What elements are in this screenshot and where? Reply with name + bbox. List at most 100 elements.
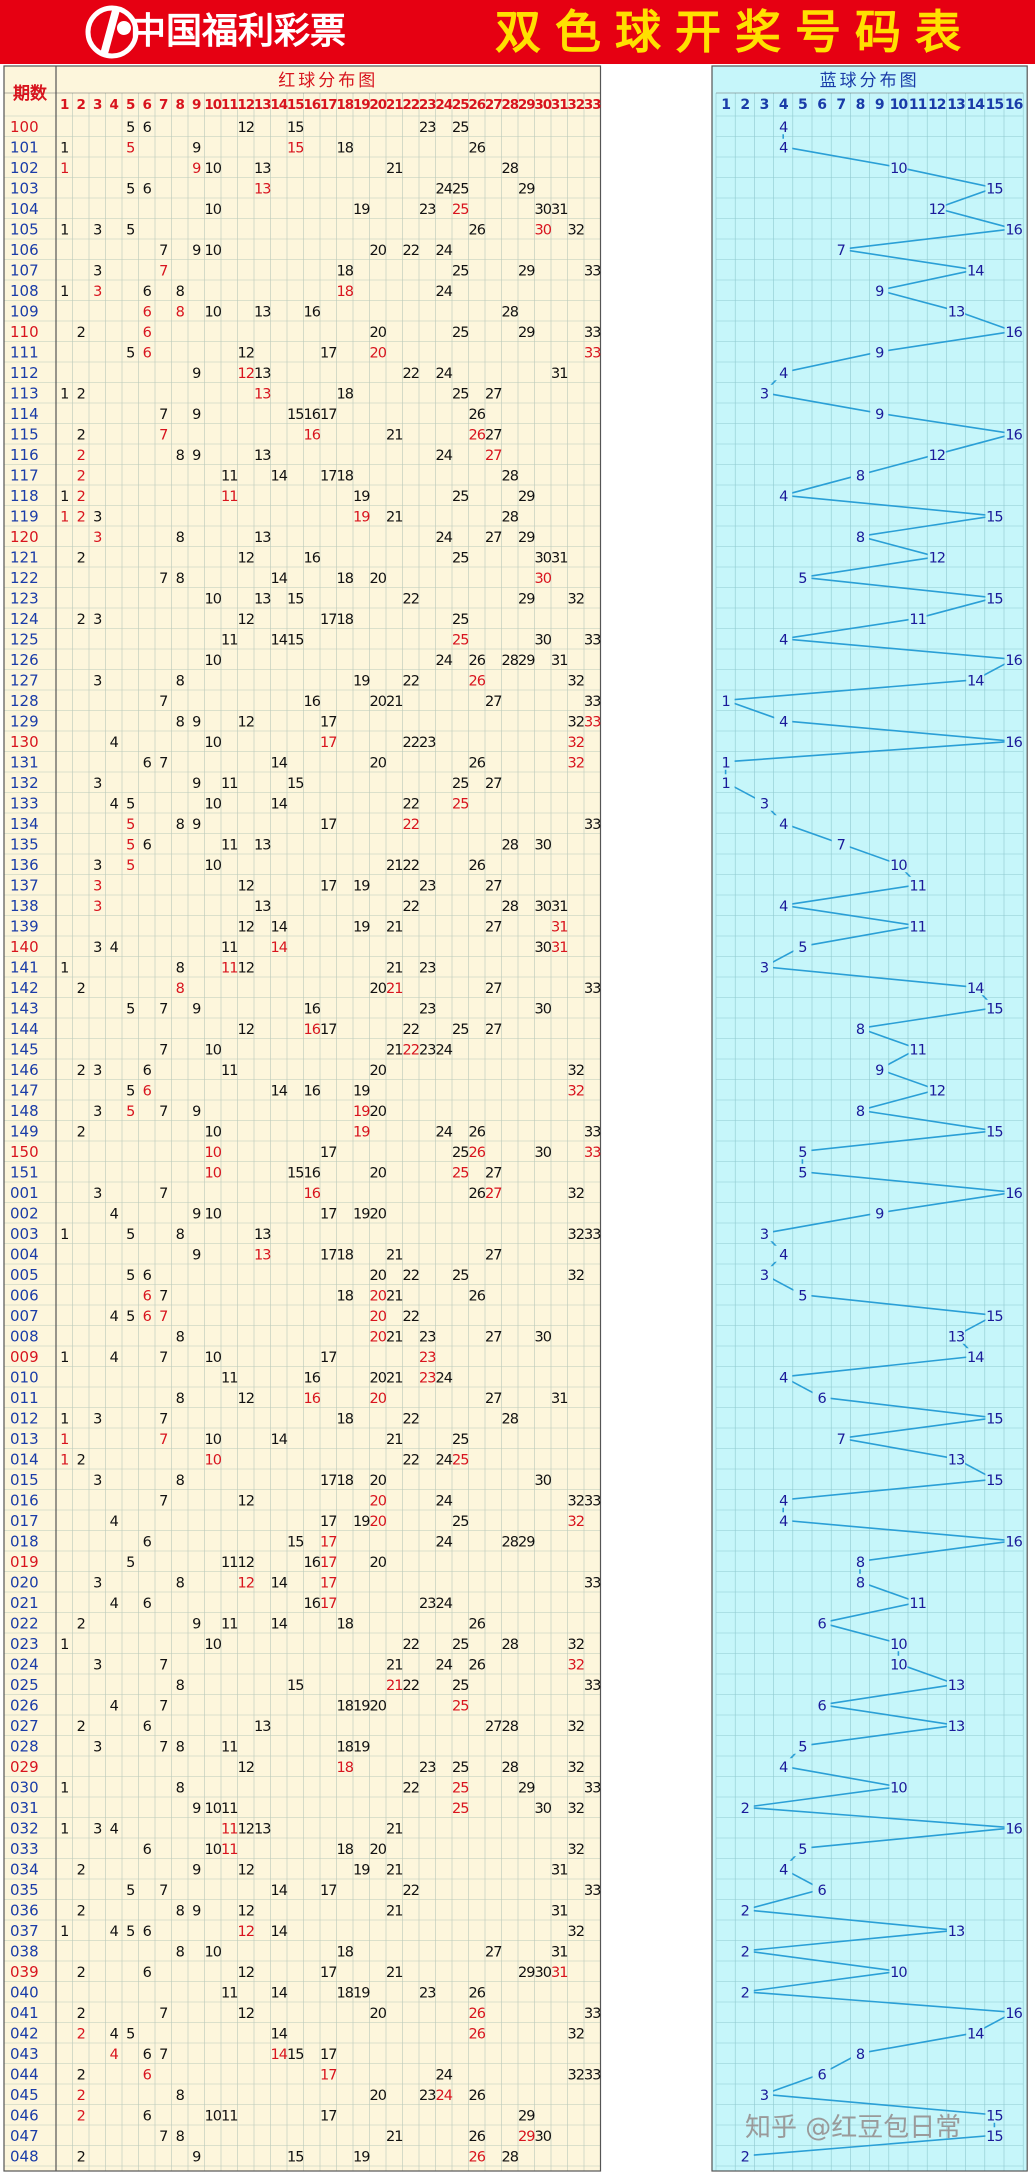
red-ball-number: 6 (143, 755, 152, 771)
red-ball-number: 27 (485, 1719, 501, 1735)
blue-ball-bg (755, 384, 773, 401)
red-ball-number: 6 (143, 1268, 152, 1284)
red-ball-number: 3 (93, 899, 102, 915)
blue-ball-number: 5 (798, 1842, 806, 1858)
red-ball-number: 18 (337, 1247, 354, 1263)
blue-ball-number: 15 (986, 1124, 1002, 1140)
red-ball-number: 12 (238, 1862, 254, 1878)
red-ball-number: 30 (535, 2129, 552, 2145)
red-ball-number: 33 (584, 2067, 601, 2083)
red-ball-number: 17 (320, 1555, 336, 1571)
red-ball-number: 13 (254, 1247, 271, 1263)
red-ball-number: 13 (254, 304, 271, 320)
red-ball-number: 3 (93, 1411, 102, 1427)
period-label: 038 (10, 1942, 39, 1960)
period-label: 151 (10, 1163, 39, 1181)
red-ball-number: 25 (452, 386, 468, 402)
red-ball-number: 18 (337, 1698, 354, 1714)
blue-ball-bg (774, 1512, 793, 1529)
red-ball-number: 17 (320, 612, 336, 628)
red-ball-number: 9 (192, 243, 201, 259)
red-column-header: 20 (369, 97, 386, 113)
blue-ball-number: 5 (798, 1145, 806, 1161)
red-ball-number: 21 (386, 1247, 402, 1263)
red-ball-number: 14 (271, 919, 288, 935)
red-ball-number: 6 (143, 1309, 152, 1325)
red-ball-number: 12 (238, 1022, 254, 1038)
period-label: 031 (10, 1799, 39, 1817)
red-ball-number: 7 (159, 427, 167, 443)
blue-ball-number: 8 (856, 2047, 865, 2063)
period-label: 028 (10, 1737, 39, 1755)
period-label: 122 (10, 569, 39, 587)
red-ball-number: 19 (353, 919, 370, 935)
blue-ball-number: 8 (856, 1104, 865, 1120)
blue-ball-bg (889, 1778, 908, 1795)
blue-ball-bg (908, 917, 927, 934)
blue-ball-bg (793, 1143, 812, 1160)
blue-ball-bg (985, 2127, 1004, 2144)
blue-column-header: 11 (909, 97, 927, 113)
red-ball-number: 32 (568, 735, 584, 751)
blue-ball-bg (774, 1245, 793, 1262)
red-ball-number: 21 (386, 1657, 402, 1673)
red-section-title: 红球分布图 (278, 71, 378, 91)
red-ball-number: 32 (568, 673, 584, 689)
period-label: 110 (10, 323, 39, 341)
red-ball-number: 23 (419, 1350, 436, 1366)
blue-ball-bg (774, 712, 793, 729)
blue-column-header: 3 (760, 97, 769, 113)
red-ball-number: 25 (452, 550, 468, 566)
red-ball-number: 10 (205, 1452, 222, 1468)
blue-ball-bg (774, 1860, 793, 1877)
red-ball-number: 7 (159, 1657, 167, 1673)
red-ball-number: 17 (320, 1206, 336, 1222)
red-column-header: 32 (567, 97, 584, 113)
period-label: 128 (10, 692, 39, 710)
red-ball-number: 22 (403, 1637, 419, 1653)
blue-ball-bg (755, 958, 773, 975)
red-ball-number: 17 (320, 1473, 336, 1489)
red-ball-number: 32 (568, 1842, 584, 1858)
red-ball-number: 24 (436, 653, 453, 669)
red-ball-number: 12 (238, 120, 254, 136)
blue-ball-bg (927, 446, 946, 463)
blue-ball-number: 3 (760, 1268, 769, 1284)
red-ball-number: 16 (304, 1186, 321, 1202)
period-label: 125 (10, 630, 39, 648)
red-ball-number: 29 (518, 653, 535, 669)
red-ball-number: 4 (110, 940, 119, 956)
red-ball-number: 24 (436, 2088, 453, 2104)
red-ball-number: 2 (77, 1862, 85, 1878)
red-ball-number: 8 (176, 1391, 185, 1407)
red-ball-number: 22 (403, 1780, 419, 1796)
red-ball-number: 25 (452, 489, 468, 505)
red-ball-number: 21 (386, 1903, 402, 1919)
red-ball-number: 2 (77, 1124, 85, 1140)
red-ball-number: 12 (238, 1555, 254, 1571)
logo-ring (85, 5, 139, 59)
blue-ball-number: 15 (986, 181, 1002, 197)
red-ball-number: 21 (386, 427, 402, 443)
red-ball-number: 21 (386, 509, 402, 525)
red-ball-number: 25 (452, 1637, 468, 1653)
red-column-header: 23 (419, 97, 436, 113)
period-label: 045 (10, 2086, 39, 2104)
red-ball-number: 12 (238, 1391, 254, 1407)
red-ball-number: 7 (159, 2047, 167, 2063)
logo-icon (85, 5, 139, 59)
red-ball-number: 7 (159, 1350, 167, 1366)
red-ball-number: 9 (192, 1862, 201, 1878)
red-ball-number: 2 (77, 1063, 85, 1079)
red-ball-number: 1 (60, 1924, 68, 1940)
blue-ball-number: 5 (798, 1739, 806, 1755)
red-ball-number: 1 (60, 1350, 68, 1366)
red-ball-number: 22 (403, 1411, 419, 1427)
red-ball-number: 5 (126, 817, 134, 833)
blue-ball-number: 10 (890, 161, 907, 177)
period-label: 150 (10, 1143, 39, 1161)
period-label: 120 (10, 528, 39, 546)
red-ball-number: 5 (126, 1924, 134, 1940)
blue-ball-number: 3 (760, 2088, 769, 2104)
red-ball-number: 17 (320, 1883, 336, 1899)
